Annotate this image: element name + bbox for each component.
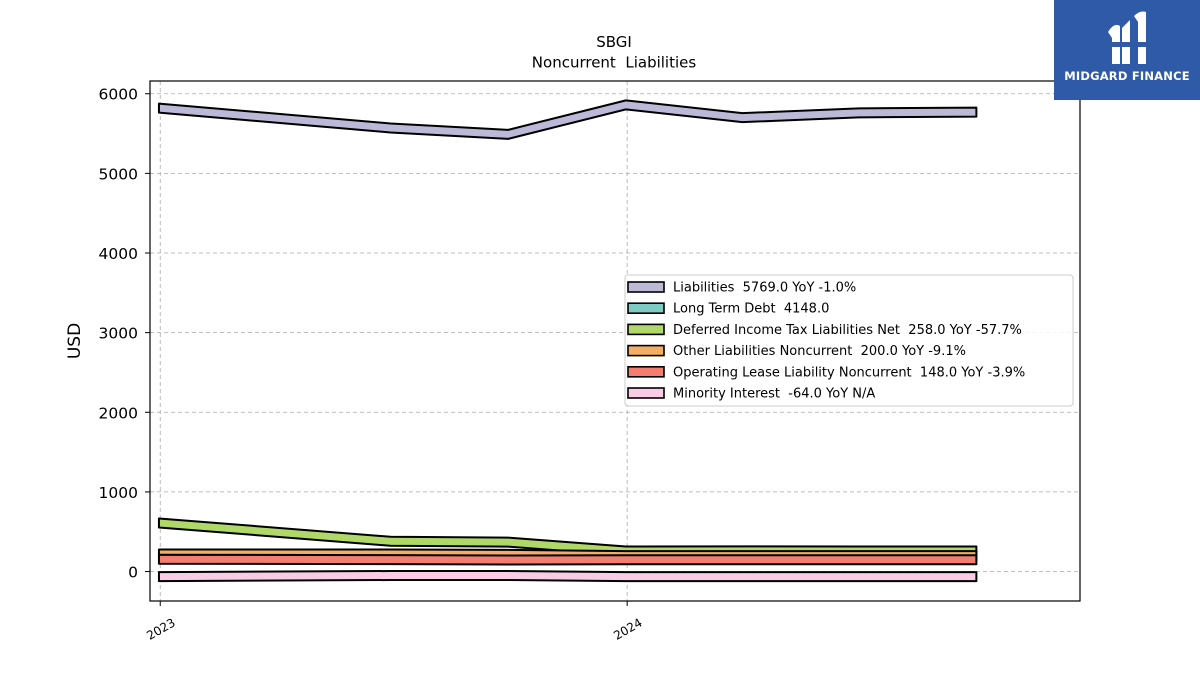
brand-name: MIDGARD FINANCE xyxy=(1064,69,1190,83)
legend-swatch xyxy=(627,387,665,399)
legend-swatch xyxy=(627,323,665,336)
legend-label: Deferred Income Tax Liabilities Net 258.… xyxy=(673,323,1022,338)
legend-label: Minority Interest -64.0 YoY N/A xyxy=(673,387,875,402)
legend-box xyxy=(624,274,1074,407)
chart-title: SBGI xyxy=(596,33,632,51)
series-band-liabilities xyxy=(157,99,978,140)
legend-swatch xyxy=(627,302,665,315)
legend-label: Long Term Debt 4148.0 xyxy=(673,302,829,317)
y-tick-label: 5000 xyxy=(99,165,138,183)
x-axis: 2023 2024 xyxy=(144,601,645,643)
y-tick-label: 3000 xyxy=(99,325,138,343)
legend-swatch xyxy=(627,281,665,293)
legend-label: Other Liabilities Noncurrent 200.0 YoY -… xyxy=(673,344,966,359)
plot-frame xyxy=(149,80,1081,602)
series-bands xyxy=(157,99,978,583)
brand-mark-icon xyxy=(1106,11,1148,64)
y-tick-label: 1000 xyxy=(99,484,138,502)
brand-logo: MIDGARD FINANCE xyxy=(1054,0,1200,100)
y-axis: 0 1000 2000 3000 4000 5000 6000 xyxy=(99,86,150,582)
legend-label: Liabilities 5769.0 YoY -1.0% xyxy=(673,281,856,296)
series-band-operating-lease-liability-noncurrent xyxy=(157,553,978,566)
x-tick-label: 2023 xyxy=(144,615,177,642)
x-tick-label: 2024 xyxy=(611,615,644,642)
y-tick-label: 6000 xyxy=(99,86,138,104)
y-axis-label: USD xyxy=(65,323,85,359)
legend-swatch xyxy=(627,365,665,378)
legend: Liabilities 5769.0 YoY -1.0% Long Term De… xyxy=(624,274,1074,407)
series-band-minority-interest xyxy=(157,570,978,583)
legend-label: Operating Lease Liability Noncurrent 148… xyxy=(673,365,1025,380)
grid-lines xyxy=(150,81,1080,601)
legend-swatch xyxy=(627,344,665,357)
y-tick-label: 0 xyxy=(128,564,138,582)
chart-subtitle: Noncurrent Liabilities xyxy=(532,54,697,72)
y-tick-label: 4000 xyxy=(99,245,138,263)
y-tick-label: 2000 xyxy=(99,404,138,422)
